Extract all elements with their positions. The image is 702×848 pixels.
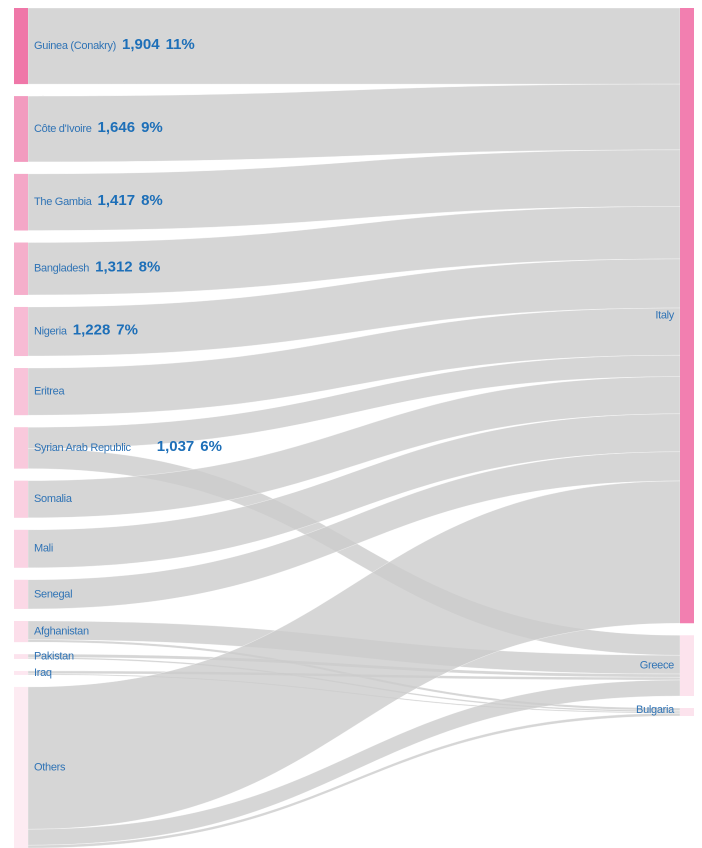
target-node	[680, 708, 694, 716]
source-node	[14, 173, 28, 231]
source-label: Côte d'Ivoire	[34, 123, 92, 135]
source-label: Afghanistan	[34, 625, 89, 637]
source-label: Guinea (Conakry)	[34, 40, 116, 52]
share-label: 9%	[141, 119, 163, 136]
source-label: Others	[34, 761, 66, 773]
source-node	[14, 368, 28, 416]
source-label: Syrian Arab Republic	[34, 442, 132, 454]
link	[27, 679, 681, 846]
source-node	[14, 427, 28, 469]
source-node	[14, 686, 28, 848]
target-label: Greece	[640, 660, 674, 672]
share-label: 7%	[116, 321, 138, 338]
source-label: Iraq	[34, 667, 52, 679]
source-node	[14, 480, 28, 518]
source-node	[14, 529, 28, 568]
share-label: 11%	[166, 36, 195, 53]
source-node	[14, 306, 28, 357]
source-label: Somalia	[34, 493, 73, 505]
source-node	[14, 654, 28, 659]
target-node	[680, 8, 694, 624]
value-label: 1,904	[122, 36, 160, 53]
source-label: Eritrea	[34, 386, 65, 398]
source-node	[14, 579, 28, 609]
value-label: 1,312	[95, 259, 133, 276]
value-label: 1,228	[73, 321, 111, 338]
source-node	[14, 242, 28, 295]
source-label: Bangladesh	[34, 263, 89, 275]
target-node	[680, 635, 694, 697]
value-label: 1,646	[98, 119, 136, 136]
share-label: 8%	[139, 259, 161, 276]
target-label: Bulgaria	[636, 704, 675, 716]
target-label: Italy	[655, 310, 674, 322]
source-label: The Gambia	[34, 196, 93, 208]
source-label: Senegal	[34, 588, 72, 600]
source-node	[14, 620, 28, 643]
value-label: 1,417	[98, 192, 136, 209]
share-label: 8%	[141, 192, 163, 209]
source-label: Nigeria	[34, 325, 68, 337]
value-label: 1,037	[157, 438, 195, 455]
share-label: 6%	[200, 438, 222, 455]
source-label: Mali	[34, 543, 53, 555]
source-node	[14, 670, 28, 675]
source-label: Pakistan	[34, 650, 74, 662]
source-node	[14, 96, 28, 162]
links	[27, 7, 681, 848]
source-node	[14, 8, 28, 85]
